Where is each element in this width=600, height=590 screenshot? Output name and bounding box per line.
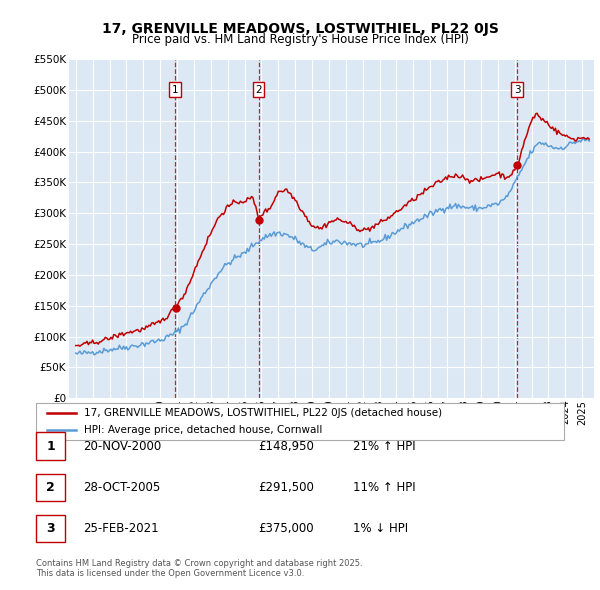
Text: HPI: Average price, detached house, Cornwall: HPI: Average price, detached house, Corn…	[83, 425, 322, 435]
FancyBboxPatch shape	[36, 403, 564, 440]
Text: 25-FEB-2021: 25-FEB-2021	[83, 522, 159, 535]
Text: 11% ↑ HPI: 11% ↑ HPI	[353, 481, 415, 494]
FancyBboxPatch shape	[36, 474, 65, 501]
Text: This data is licensed under the Open Government Licence v3.0.: This data is licensed under the Open Gov…	[36, 569, 304, 578]
Text: 1% ↓ HPI: 1% ↓ HPI	[353, 522, 408, 535]
Text: Price paid vs. HM Land Registry's House Price Index (HPI): Price paid vs. HM Land Registry's House …	[131, 33, 469, 46]
Text: 2: 2	[255, 84, 262, 94]
Text: £291,500: £291,500	[258, 481, 314, 494]
Text: 1: 1	[46, 440, 55, 453]
Text: 1: 1	[172, 84, 179, 94]
Text: 28-OCT-2005: 28-OCT-2005	[83, 481, 161, 494]
Text: 2: 2	[46, 481, 55, 494]
Text: 3: 3	[514, 84, 521, 94]
Text: 17, GRENVILLE MEADOWS, LOSTWITHIEL, PL22 0JS (detached house): 17, GRENVILLE MEADOWS, LOSTWITHIEL, PL22…	[83, 408, 442, 418]
FancyBboxPatch shape	[36, 515, 65, 542]
Text: £148,950: £148,950	[258, 440, 314, 453]
Text: £375,000: £375,000	[258, 522, 313, 535]
Text: 3: 3	[46, 522, 55, 535]
FancyBboxPatch shape	[36, 432, 65, 460]
Text: 17, GRENVILLE MEADOWS, LOSTWITHIEL, PL22 0JS: 17, GRENVILLE MEADOWS, LOSTWITHIEL, PL22…	[101, 22, 499, 36]
Text: 21% ↑ HPI: 21% ↑ HPI	[353, 440, 415, 453]
Text: 20-NOV-2000: 20-NOV-2000	[83, 440, 162, 453]
Text: Contains HM Land Registry data © Crown copyright and database right 2025.: Contains HM Land Registry data © Crown c…	[36, 559, 362, 568]
